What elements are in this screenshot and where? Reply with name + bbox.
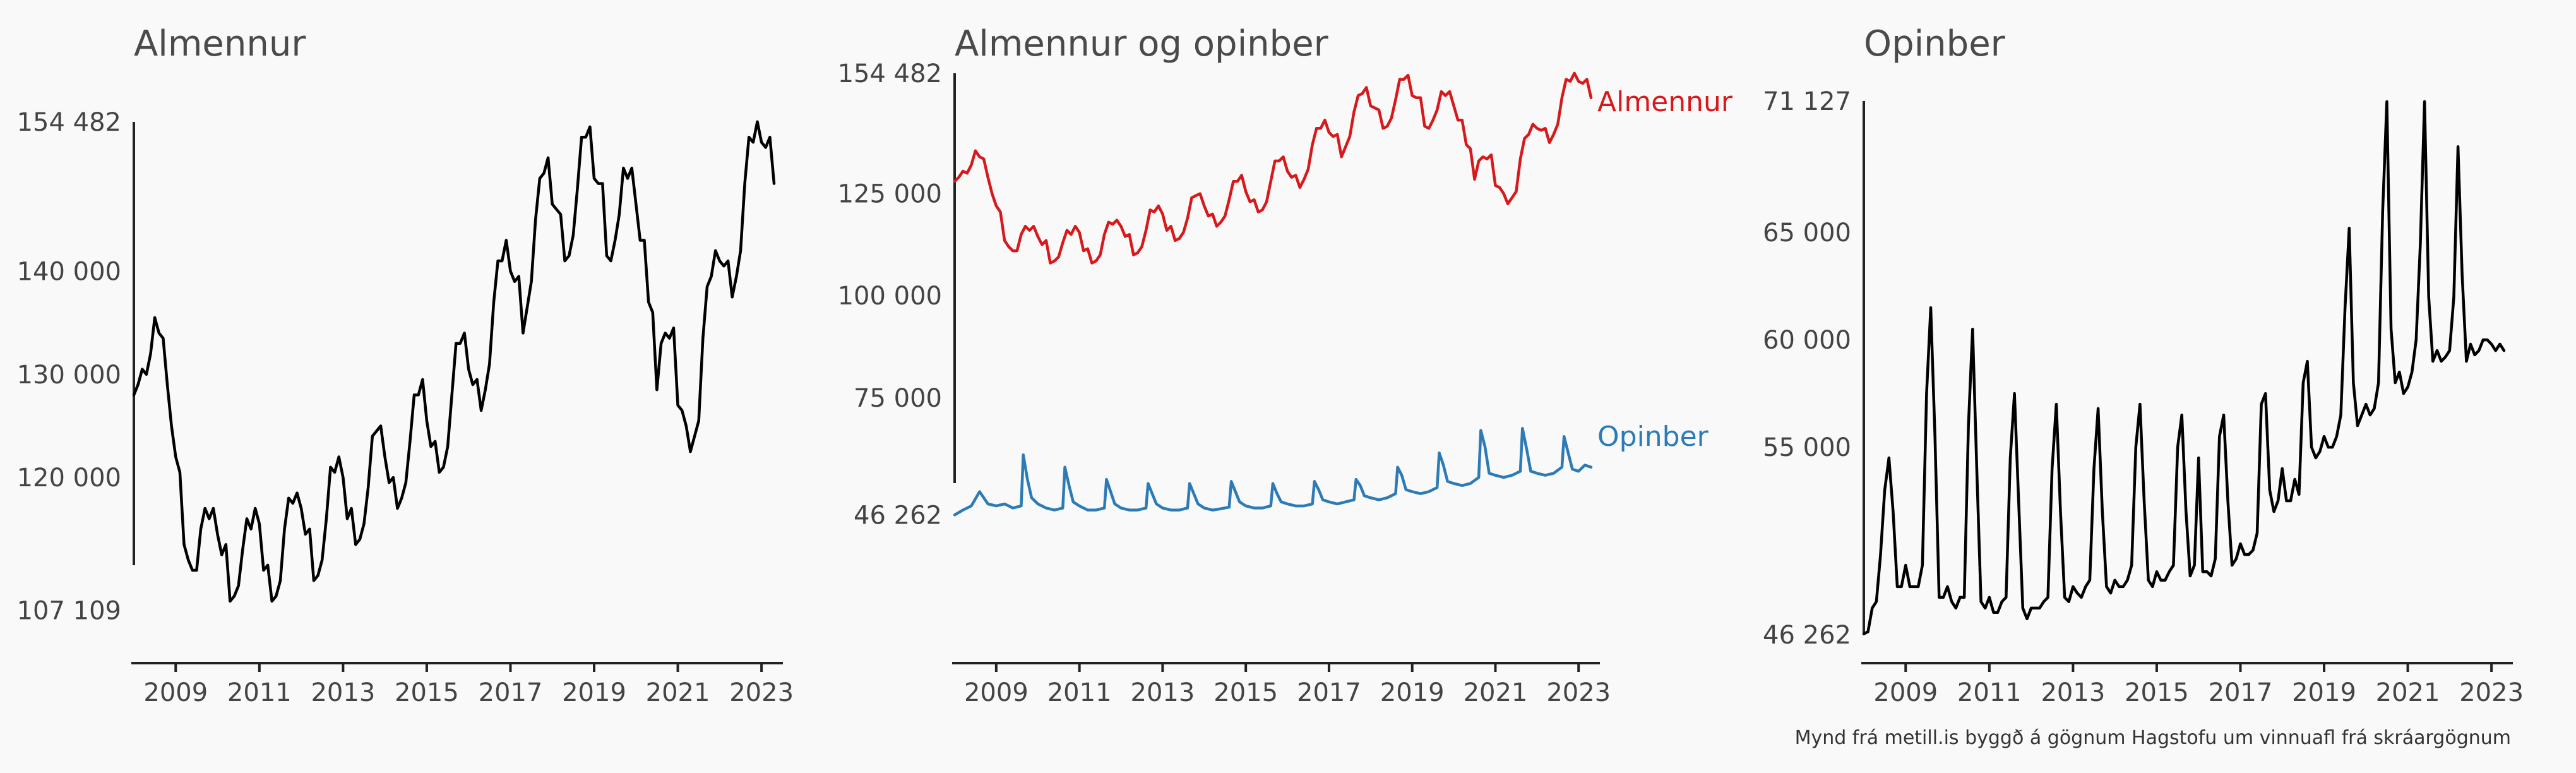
x-tick-label: 2009 <box>964 678 1029 707</box>
x-tick-label: 2013 <box>311 678 375 707</box>
series-layer <box>953 71 1593 517</box>
y-tick-label: 140 000 <box>17 257 121 286</box>
chart-title: Almennur <box>134 23 306 64</box>
y-tick-label: 46 262 <box>1763 621 1851 650</box>
axis-layer <box>1861 101 2513 672</box>
source-caption: Mynd frá metill.is byggð á gögnum Hagsto… <box>1795 727 2511 749</box>
series-line-almennur <box>953 71 1593 265</box>
x-tick-label: 2023 <box>2459 678 2524 707</box>
series-layer <box>1862 100 2506 635</box>
chart-title: Almennur og opinber <box>955 23 1329 64</box>
y-tick-label: 46 262 <box>854 501 942 530</box>
y-tick-label: 55 000 <box>1763 433 1851 462</box>
x-tick-label: 2015 <box>1213 678 1278 707</box>
panel-almennur-og-opinber: Almennur og opinber 46 262 75 000 100 000 1… <box>838 23 1733 707</box>
x-tick-label: 2021 <box>1464 678 1528 707</box>
y-tick-label: 130 000 <box>17 361 121 390</box>
y-tick-label: 71 127 <box>1763 87 1851 116</box>
panel-almennur: Almennur 107 109 120 000 130 000 140 000 154… <box>17 23 794 707</box>
x-tick-label: 2017 <box>479 678 543 707</box>
x-tick-label: 2017 <box>2209 678 2273 707</box>
x-tick-label: 2009 <box>143 678 208 707</box>
series-layer <box>132 120 776 603</box>
series-label-almennur: Almennur <box>1597 86 1733 118</box>
series-line-opinber <box>953 427 1593 517</box>
y-tick-label: 75 000 <box>854 384 942 413</box>
y-tick-label: 60 000 <box>1763 326 1851 355</box>
y-tick-label: 154 482 <box>838 59 942 88</box>
tick-layer: 107 109 120 000 130 000 140 000 154 482 2009 2… <box>17 108 794 707</box>
y-tick-label: 100 000 <box>838 282 942 311</box>
series-line <box>132 120 776 603</box>
x-tick-label: 2013 <box>2041 678 2105 707</box>
x-tick-label: 2023 <box>1546 678 1611 707</box>
x-tick-label: 2011 <box>227 678 292 707</box>
x-tick-label: 2009 <box>1873 678 1938 707</box>
y-tick-label: 65 000 <box>1763 219 1851 248</box>
x-tick-label: 2011 <box>1957 678 2022 707</box>
axis-layer <box>131 121 783 672</box>
axis-layer <box>952 73 1600 672</box>
series-line <box>1862 100 2506 635</box>
x-tick-label: 2019 <box>1380 678 1445 707</box>
x-tick-label: 2015 <box>2125 678 2189 707</box>
x-tick-label: 2023 <box>729 678 794 707</box>
y-tick-label: 107 109 <box>17 597 121 626</box>
x-tick-label: 2019 <box>2292 678 2356 707</box>
x-tick-label: 2013 <box>1131 678 1195 707</box>
x-tick-label: 2011 <box>1047 678 1112 707</box>
y-tick-label: 154 482 <box>17 108 121 137</box>
y-tick-label: 125 000 <box>838 180 942 209</box>
tick-layer: 46 262 55 000 60 000 65 000 71 127 2009 2011 20… <box>1763 87 2524 707</box>
series-label-opinber: Opinber <box>1597 421 1709 453</box>
x-tick-label: 2021 <box>646 678 710 707</box>
x-tick-label: 2017 <box>1297 678 1361 707</box>
y-tick-label: 120 000 <box>17 464 121 493</box>
x-tick-label: 2019 <box>562 678 626 707</box>
tick-layer: 46 262 75 000 100 000 125 000 154 482 2009 201… <box>838 59 1611 707</box>
panel-opinber: Opinber 46 262 55 000 60 000 65 000 71 127 20… <box>1763 23 2524 707</box>
x-tick-label: 2021 <box>2376 678 2440 707</box>
chart-title: Opinber <box>1864 23 2006 64</box>
x-tick-label: 2015 <box>395 678 459 707</box>
